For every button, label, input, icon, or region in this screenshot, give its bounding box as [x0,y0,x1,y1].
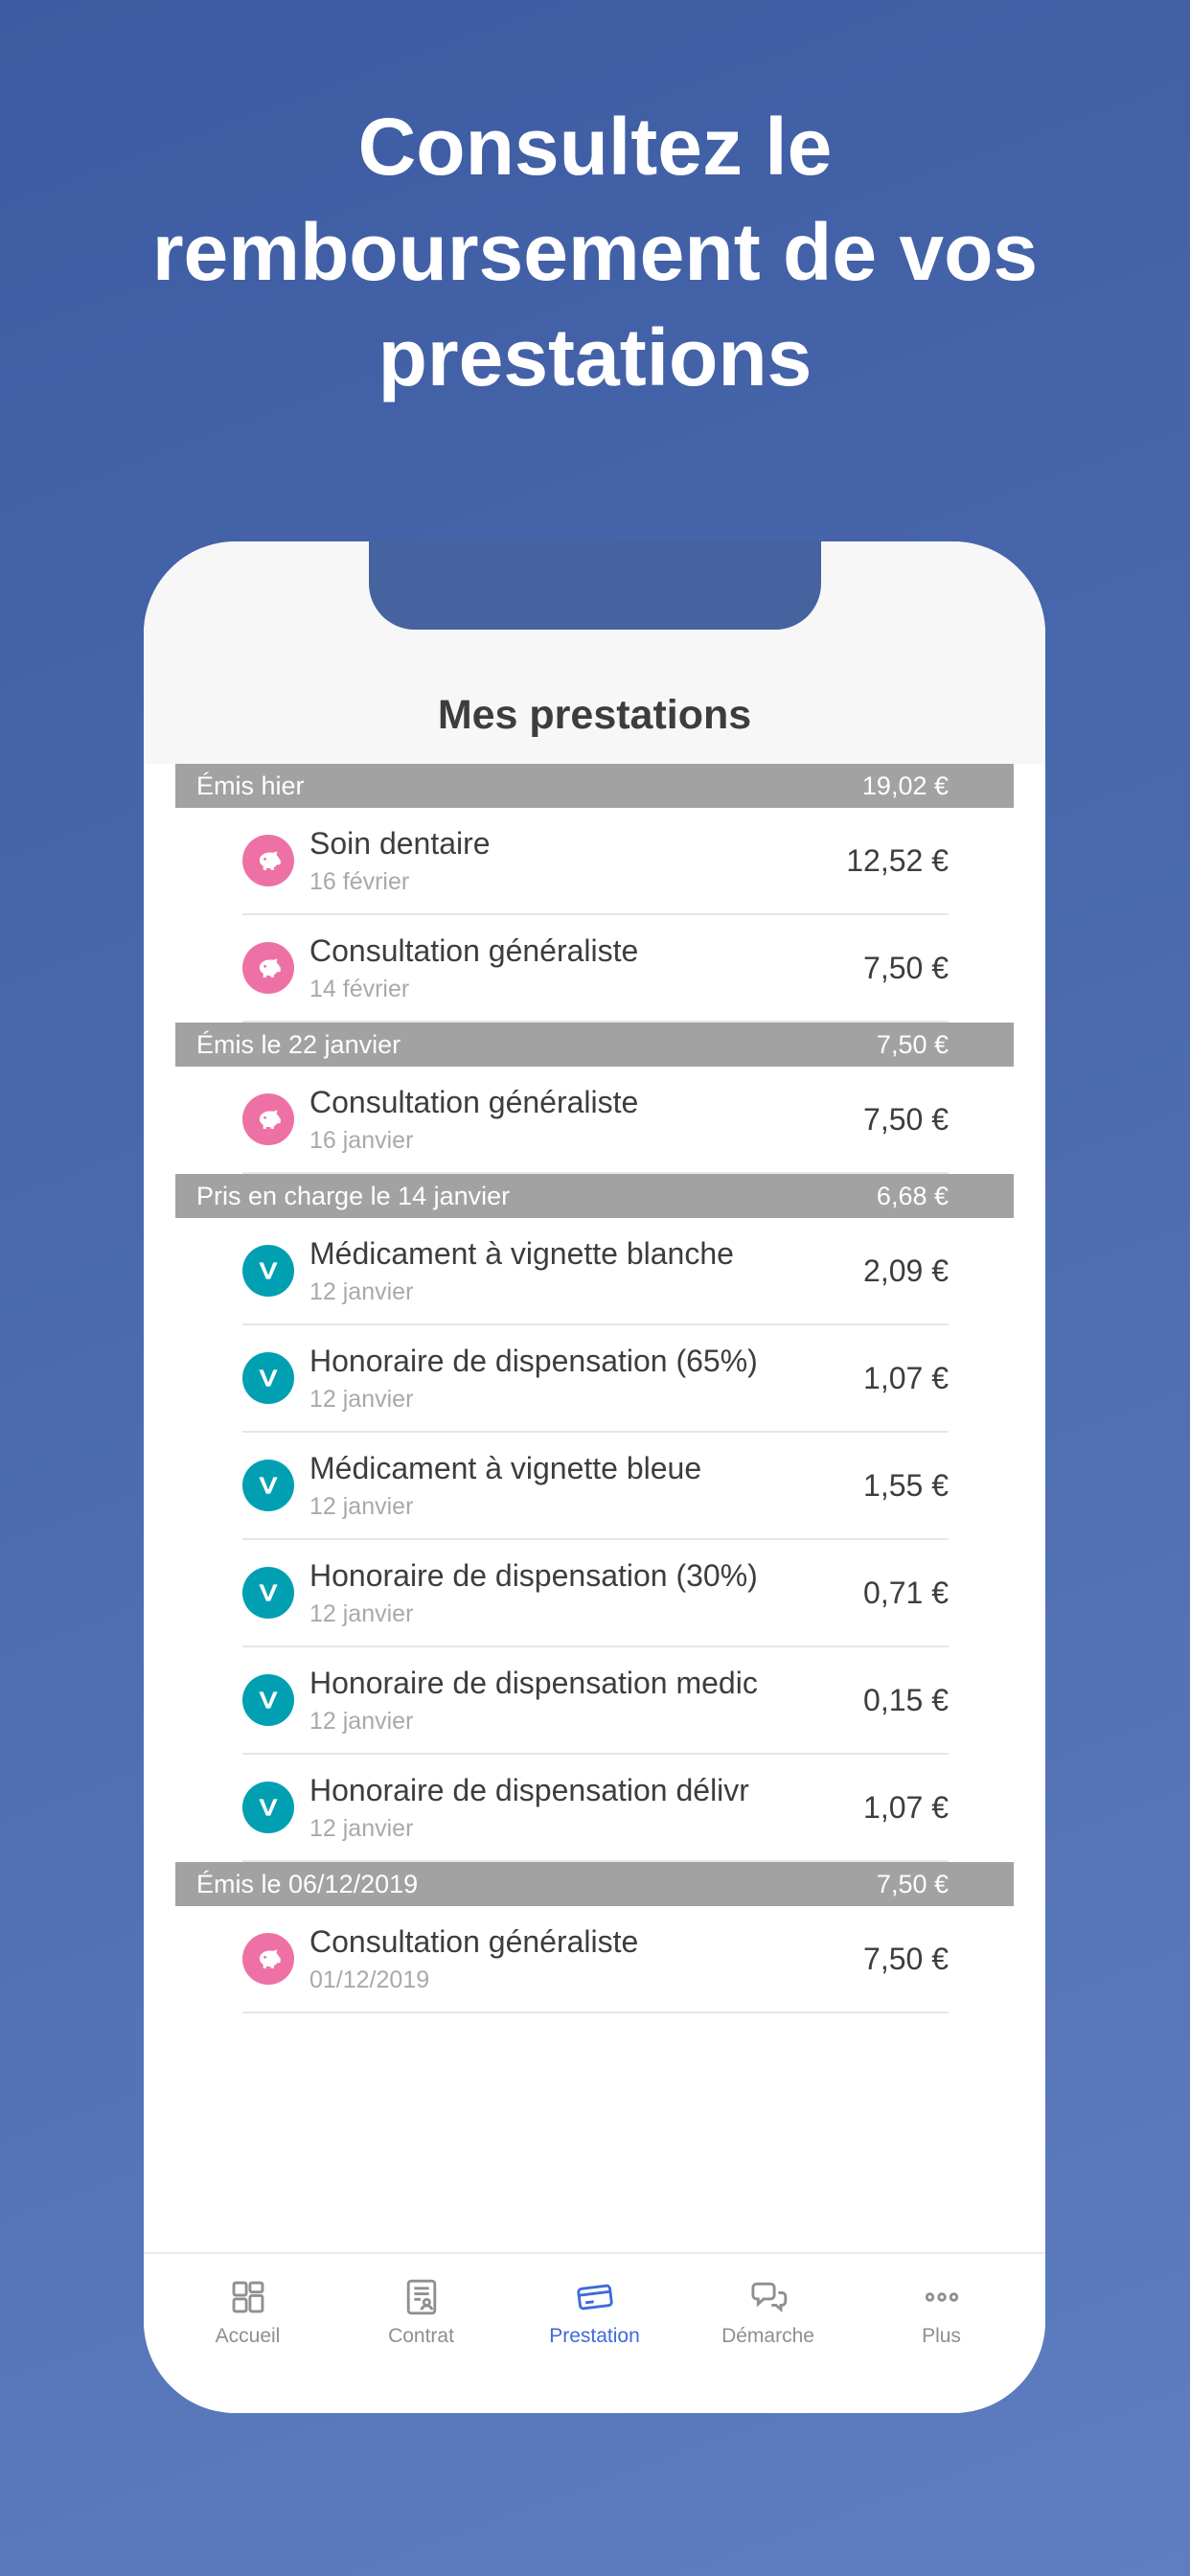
section-header: Émis le 22 janvier 7,50 € [175,1023,1014,1067]
prestation-title: Honoraire de dispensation (30%) [309,1557,758,1593]
prestation-row[interactable]: Consultation généraliste 01/12/2019 7,50 € [242,1906,949,2013]
prestation-text: Honoraire de dispensation (30%) 12 janvie… [309,1558,758,1628]
prestation-amount: 0,71 € [863,1575,949,1610]
prestation-text: Honoraire de dispensation (65%) 12 janvie… [309,1344,758,1414]
tab-label: Contrat [388,2325,454,2347]
section-total: 19,02 € [861,770,949,800]
prestation-text: Honoraire de dispensation délivr 12 janvi… [309,1773,749,1843]
tab-contrat[interactable]: Contrat [337,2275,506,2348]
vignette-v-icon [242,1782,294,1833]
prestation-row[interactable]: Consultation généraliste 14 février 7,50 € [242,915,949,1023]
prestation-date: 16 février [309,867,410,895]
piggy-bank-icon [242,1933,294,1985]
tab-label: Prestation [549,2325,640,2347]
prestation-title: Honoraire de dispensation (65%) [309,1343,758,1378]
piggy-bank-icon [242,835,294,886]
prestation-title: Consultation généraliste [309,932,639,968]
tab-prestation[interactable]: Prestation [511,2275,679,2348]
prestation-title: Médicament à vignette blanche [309,1235,734,1271]
prestation-text: Consultation généraliste 16 janvier [309,1085,638,1155]
prestation-text: Consultation généraliste 01/12/2019 [309,1924,638,1994]
prestation-date: 12 janvier [309,1492,414,1520]
phone-notch [368,541,821,630]
prestation-date: 16 janvier [309,1126,414,1154]
tab-label: Démarche [721,2325,814,2347]
tab-bar: Accueil Contrat Prestation Démarche Plus [144,2252,1045,2413]
prestation-title: Médicament à vignette bleue [309,1450,702,1485]
prestation-row[interactable]: Médicament à vignette bleue 12 janvier 1,5… [242,1433,949,1540]
chat-bubbles-icon [746,2275,790,2319]
vignette-v-icon [242,1352,294,1404]
prestation-row[interactable]: Honoraire de dispensation medic 12 janvie… [242,1647,949,1755]
prestation-text: Soin dentaire 16 février [309,826,491,896]
vignette-v-icon [242,1460,294,1511]
phone-mockup: Mes prestations Émis hier 19,02 € Soin den… [144,541,1045,2413]
prestation-amount: 12,52 € [846,842,949,878]
piggy-bank-icon [242,942,294,994]
prestation-amount: 7,50 € [863,1101,949,1137]
section-label: Pris en charge le 14 janvier [196,1181,511,1210]
prestation-title: Soin dentaire [309,825,491,861]
dashboard-icon [226,2275,270,2319]
prestation-text: Médicament à vignette bleue 12 janvier [309,1451,701,1521]
prestation-title: Honoraire de dispensation délivr [309,1772,749,1807]
section-total: 7,50 € [876,1029,949,1059]
section-label: Émis le 22 janvier [196,1029,401,1059]
tab-label: Plus [922,2325,961,2347]
section-total: 6,68 € [876,1181,949,1210]
prestation-row[interactable]: Honoraire de dispensation (65%) 12 janvie… [242,1325,949,1433]
hero-title: Consultez le remboursement de vos presta… [151,102,1039,403]
prestation-amount: 1,07 € [863,1789,949,1825]
prestation-date: 14 février [309,975,410,1002]
prestation-date: 12 janvier [309,1707,414,1735]
tab-label: Accueil [215,2325,281,2347]
prestation-amount: 1,55 € [863,1467,949,1503]
tab-accueil[interactable]: Accueil [164,2275,332,2348]
section-header: Émis le 06/12/2019 7,50 € [175,1862,1014,1906]
prestations-list: Émis hier 19,02 € Soin dentaire 16 février 1… [144,764,1045,2013]
tab-demarche[interactable]: Démarche [684,2275,853,2348]
prestation-amount: 1,07 € [863,1360,949,1395]
prestation-row[interactable]: Honoraire de dispensation (30%) 12 janvie… [242,1540,949,1647]
prestation-row[interactable]: Honoraire de dispensation délivr 12 janvi… [242,1755,949,1862]
prestation-row[interactable]: Médicament à vignette blanche 12 janvier 2… [242,1218,949,1325]
prestation-date: 12 janvier [309,1385,414,1413]
prestation-amount: 7,50 € [863,950,949,985]
section-total: 7,50 € [876,1869,949,1898]
prestation-amount: 0,15 € [863,1682,949,1717]
section-header: Pris en charge le 14 janvier 6,68 € [175,1174,1014,1218]
section-label: Émis hier [196,770,305,800]
prestation-text: Honoraire de dispensation medic 12 janvie… [309,1666,758,1736]
prestation-date: 12 janvier [309,1599,414,1627]
page-title: Mes prestations [437,692,752,738]
prestation-amount: 2,09 € [863,1253,949,1288]
prestation-date: 12 janvier [309,1277,414,1305]
prestation-text: Médicament à vignette blanche 12 janvier [309,1236,734,1306]
vignette-v-icon [242,1245,294,1297]
prestation-row[interactable]: Soin dentaire 16 février 12,52 € [242,808,949,915]
prestation-title: Consultation généraliste [309,1084,639,1119]
payment-card-icon [573,2275,617,2319]
prestation-title: Honoraire de dispensation medic [309,1665,758,1700]
prestation-text: Consultation généraliste 14 février [309,933,638,1003]
vignette-v-icon [242,1674,294,1726]
prestation-amount: 7,50 € [863,1941,949,1976]
piggy-bank-icon [242,1093,294,1145]
contract-icon [400,2275,444,2319]
section-header: Émis hier 19,02 € [175,764,1014,808]
vignette-v-icon [242,1567,294,1619]
prestation-row[interactable]: Consultation généraliste 16 janvier 7,50 € [242,1067,949,1174]
section-label: Émis le 06/12/2019 [196,1869,419,1898]
prestation-title: Consultation généraliste [309,1923,639,1959]
prestation-date: 01/12/2019 [309,1966,430,1993]
prestation-date: 12 janvier [309,1814,414,1842]
more-dots-icon [920,2275,964,2319]
tab-plus[interactable]: Plus [858,2275,1026,2348]
